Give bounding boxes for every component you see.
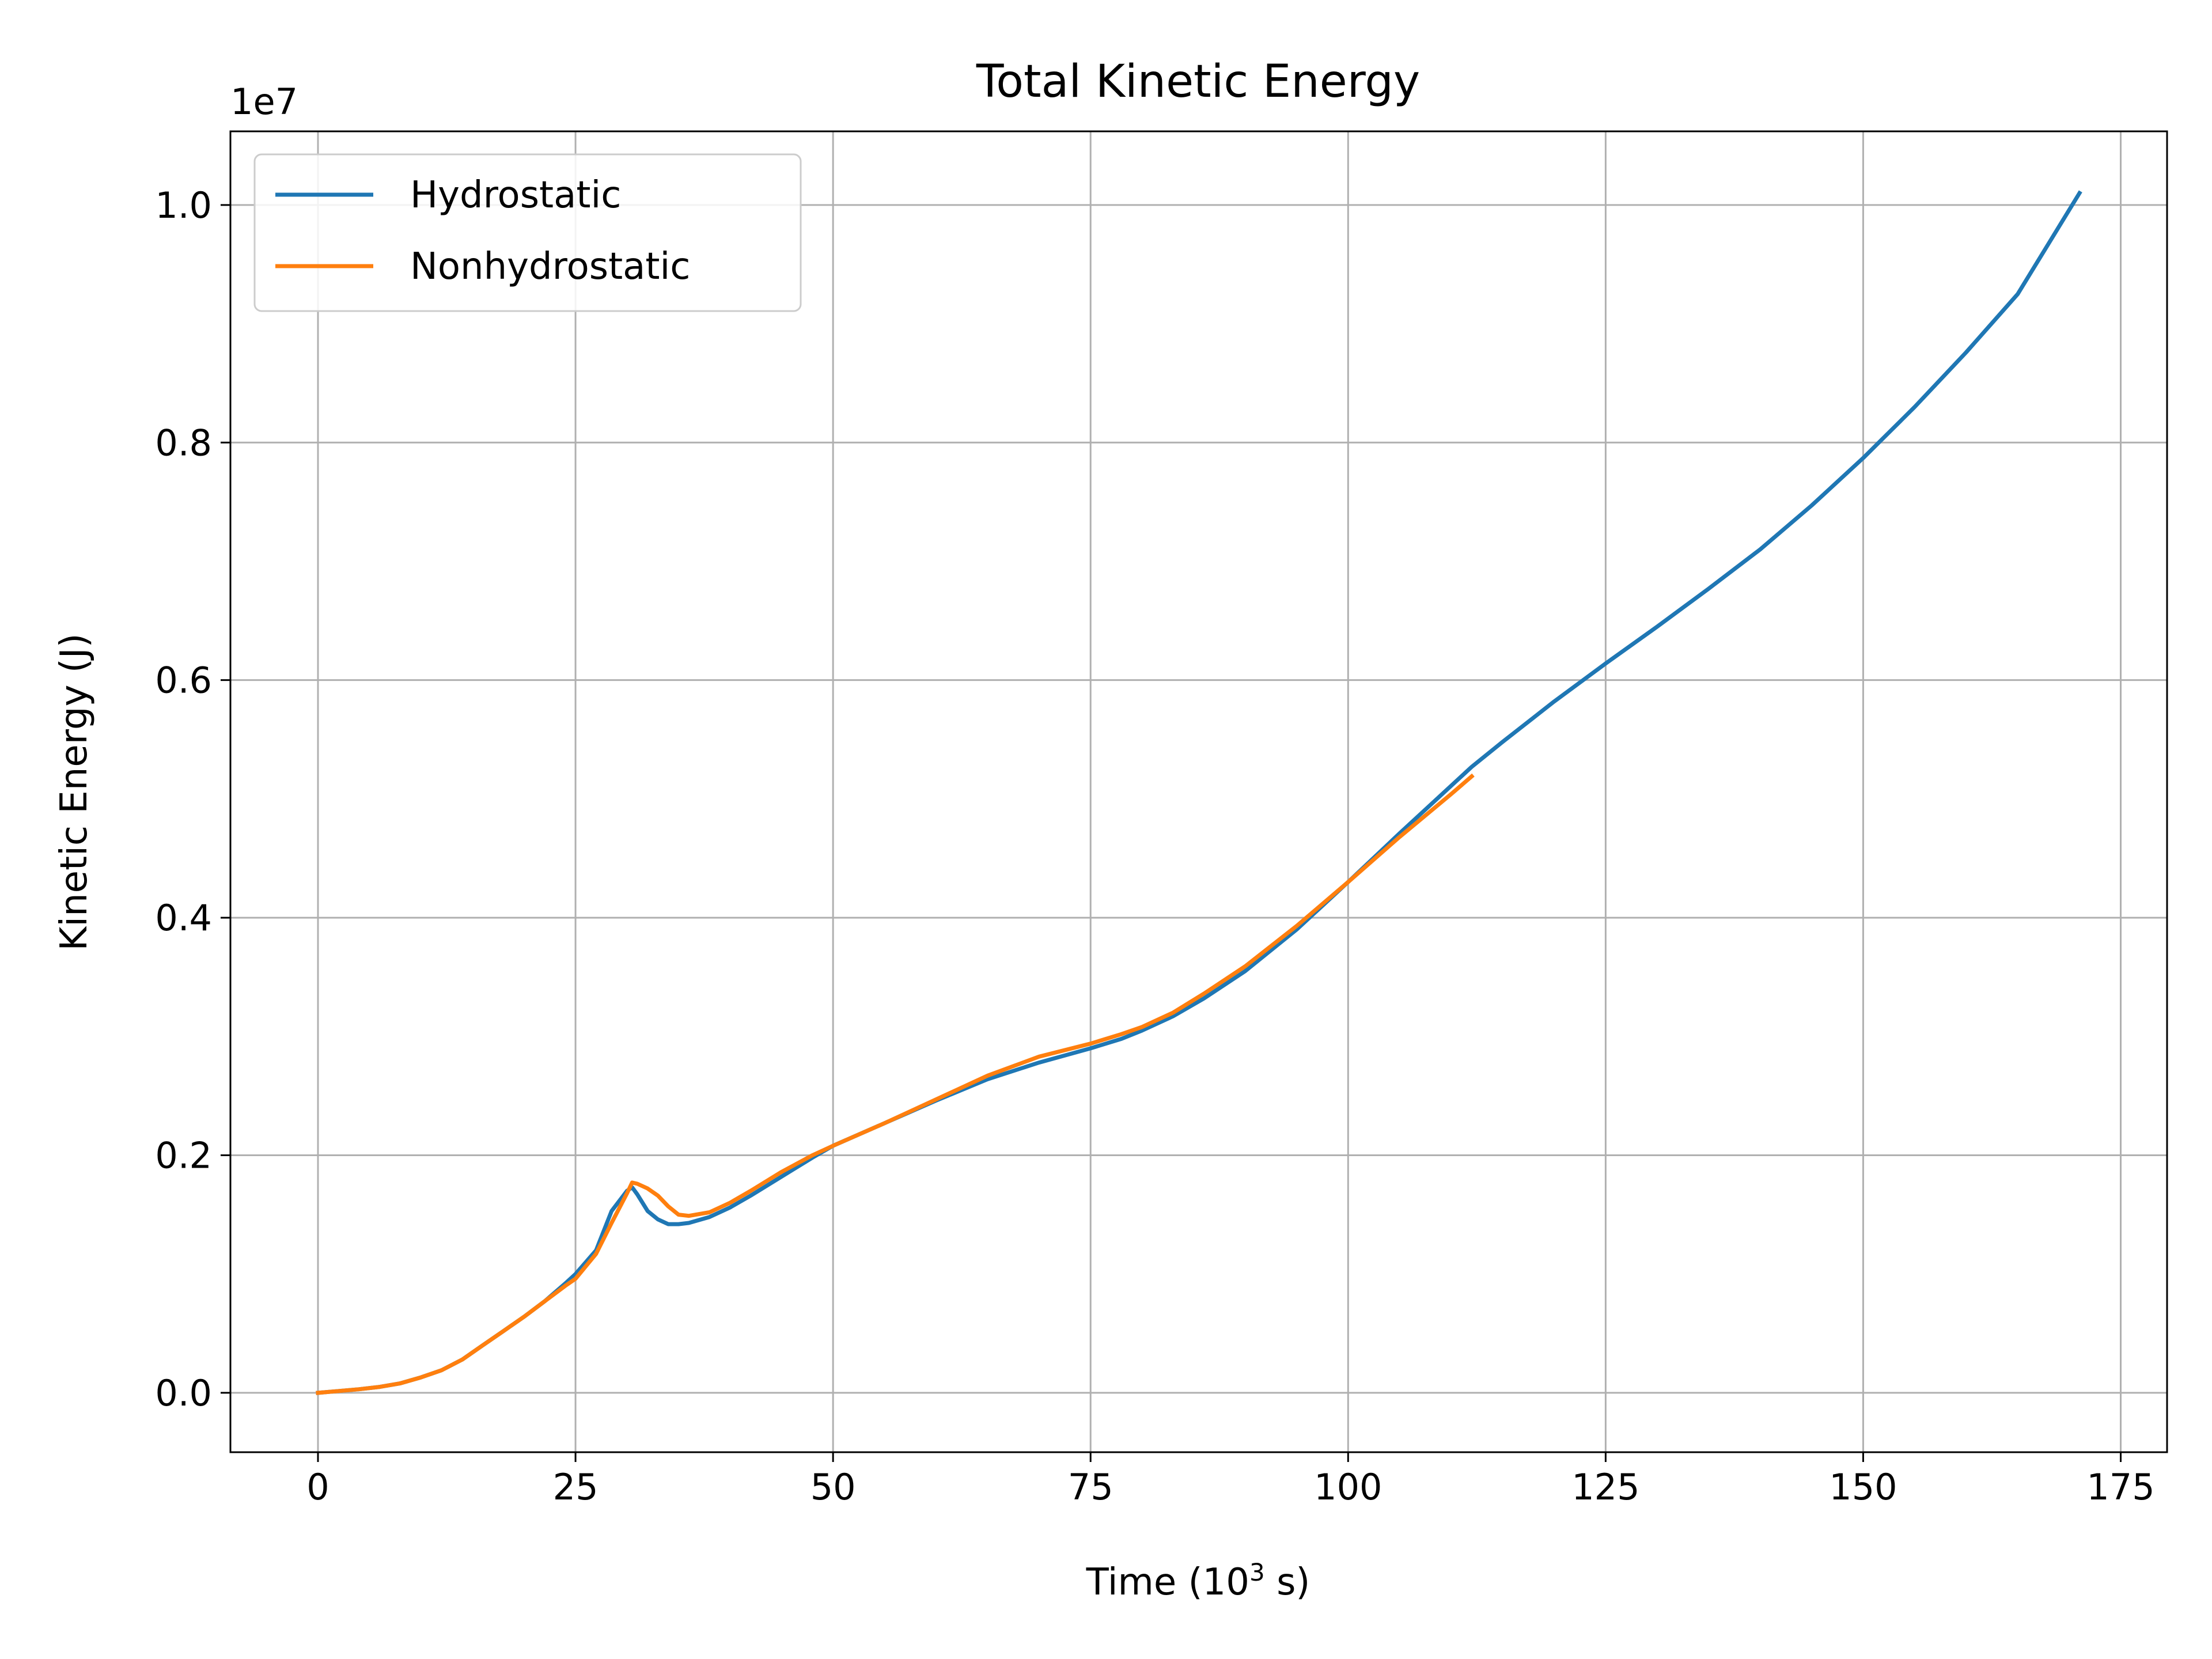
grid-lines bbox=[230, 131, 2167, 1452]
y-tick-label: 0.2 bbox=[155, 1134, 212, 1176]
plot-area-frame bbox=[229, 130, 2168, 1453]
x-tick-label: 0 bbox=[306, 1466, 329, 1508]
legend-box bbox=[253, 153, 802, 312]
x-axis-label: Time (103 s) bbox=[1086, 1558, 1310, 1604]
legend-label-hydrostatic: Hydrostatic bbox=[410, 174, 621, 217]
series-lines bbox=[316, 190, 2082, 1395]
chart-title: Total Kinetic Energy bbox=[976, 56, 1420, 108]
y-tick-label: 0.6 bbox=[155, 660, 212, 702]
x-tick-label: 100 bbox=[1314, 1466, 1382, 1508]
legend: Hydrostatic Nonhydrostatic bbox=[253, 153, 802, 312]
y-tick-label: 1.0 bbox=[155, 184, 212, 226]
y-tick-label: 0.8 bbox=[155, 422, 212, 464]
x-axis-label-suffix: s) bbox=[1265, 1561, 1310, 1604]
x-axis: 0 25 50 75 100 125 150 175 bbox=[306, 1452, 2155, 1508]
x-axis-label-superscript: 3 bbox=[1249, 1558, 1265, 1586]
x-axis-label-main: Time (10 bbox=[1086, 1561, 1249, 1604]
y-offset-label: 1e7 bbox=[230, 81, 298, 123]
series-line-nonhydrostatic bbox=[316, 773, 1475, 1395]
x-tick-label: 175 bbox=[2086, 1466, 2154, 1508]
y-tick-label: 0.4 bbox=[155, 897, 212, 939]
x-tick-label: 75 bbox=[1068, 1466, 1113, 1508]
y-tick-label: 0.0 bbox=[155, 1372, 212, 1414]
y-axis-label: Kinetic Energy (J) bbox=[53, 633, 96, 950]
x-tick-label: 25 bbox=[553, 1466, 599, 1508]
x-tick-label: 150 bbox=[1829, 1466, 1897, 1508]
x-tick-label: 50 bbox=[810, 1466, 856, 1508]
y-axis: 0.0 0.2 0.4 0.6 0.8 1.0 bbox=[155, 184, 230, 1414]
legend-label-nonhydrostatic: Nonhydrostatic bbox=[410, 245, 690, 288]
x-tick-label: 125 bbox=[1571, 1466, 1639, 1508]
